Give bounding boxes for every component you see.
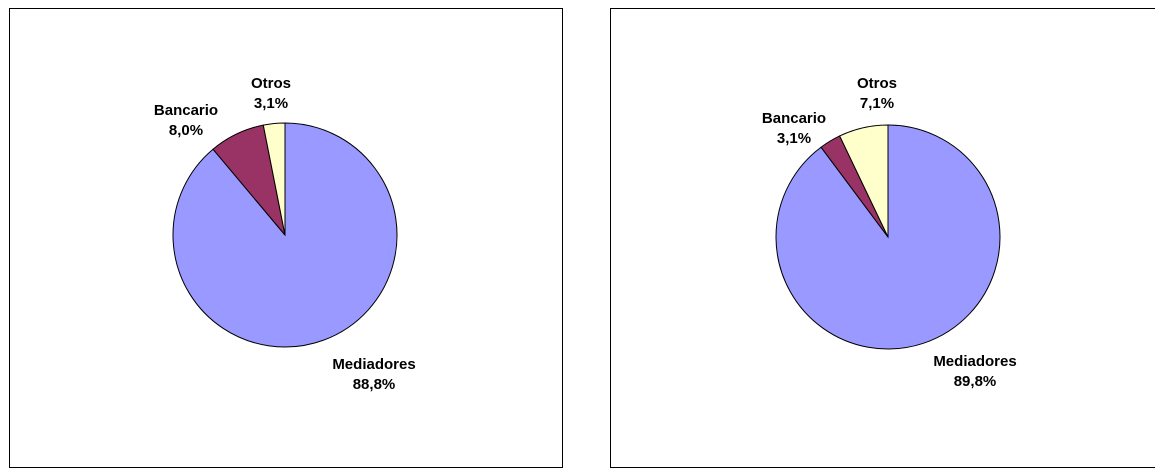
data-label-value: 3,1%	[254, 95, 288, 112]
pie-chart-right: Mediadores 89,8% Bancario 3,1% Otros 7,1%	[610, 8, 1155, 468]
data-label-category: Otros	[251, 75, 291, 92]
data-label-mediadores: Mediadores 89,8%	[933, 353, 1016, 390]
data-label-value: 8,0%	[169, 122, 203, 139]
data-label-category: Bancario	[154, 102, 218, 119]
data-label-otros: Otros 3,1%	[251, 75, 291, 112]
data-label-category: Mediadores	[332, 356, 415, 373]
data-label-bancario: Bancario 3,1%	[762, 110, 826, 147]
data-label-mediadores: Mediadores 88,8%	[332, 356, 415, 393]
data-label-category: Bancario	[762, 110, 826, 127]
pie-chart-right-svg: Mediadores 89,8% Bancario 3,1% Otros 7,1%	[762, 75, 1017, 390]
data-label-value: 7,1%	[860, 95, 894, 112]
pie-chart-left: Mediadores 88,8% Bancario 8,0% Otros 3,1%	[9, 8, 563, 468]
pie-chart-left-svg: Mediadores 88,8% Bancario 8,0% Otros 3,1%	[154, 75, 416, 393]
data-label-category: Otros	[857, 75, 897, 92]
data-label-value: 3,1%	[777, 130, 811, 147]
pie-slice-otros	[262, 122, 286, 236]
data-label-value: 88,8%	[353, 376, 396, 393]
data-label-bancario: Bancario 8,0%	[154, 102, 218, 139]
data-label-category: Mediadores	[933, 353, 1016, 370]
data-label-otros: Otros 7,1%	[857, 75, 897, 112]
pie-slice-otros	[839, 124, 889, 238]
data-label-value: 89,8%	[954, 373, 997, 390]
